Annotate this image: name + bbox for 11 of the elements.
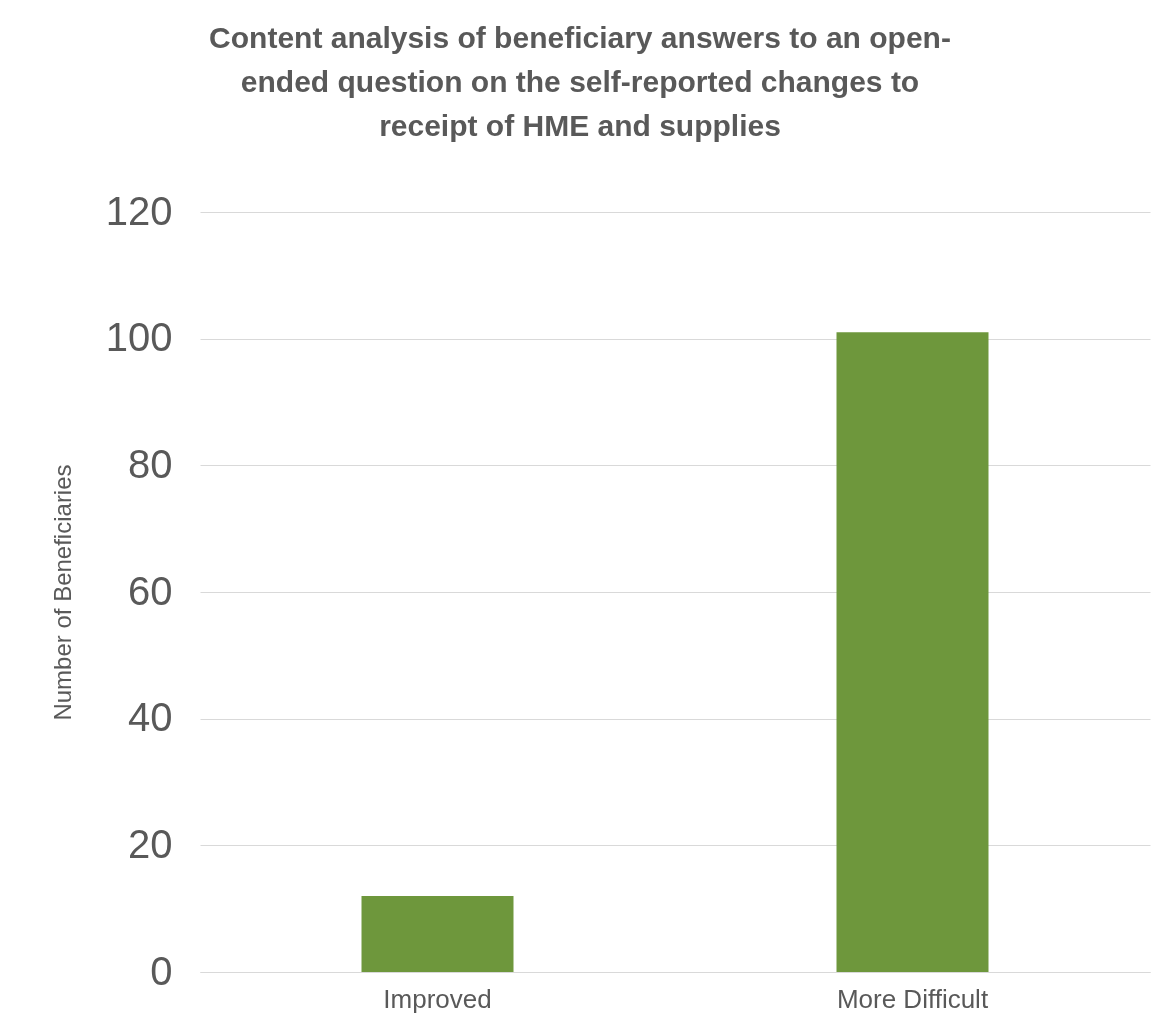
y-tick-label: 100 — [105, 315, 173, 360]
y-tick-label: 120 — [105, 188, 173, 233]
y-tick-label: 60 — [128, 568, 173, 613]
y-axis-title: Number of Beneficiaries — [48, 464, 76, 721]
y-tick-label: 40 — [128, 695, 173, 740]
x-tick-label: More Difficult — [836, 983, 989, 1014]
y-tick-label: 0 — [150, 948, 173, 993]
y-tick-label: 20 — [128, 821, 173, 866]
y-tick-label: 80 — [128, 441, 173, 486]
x-tick-label: Improved — [383, 983, 492, 1014]
chart-title: Content analysis of beneficiary answers to an open-ended question on the self-reported changes to receipt of HME and supplies — [209, 21, 951, 142]
